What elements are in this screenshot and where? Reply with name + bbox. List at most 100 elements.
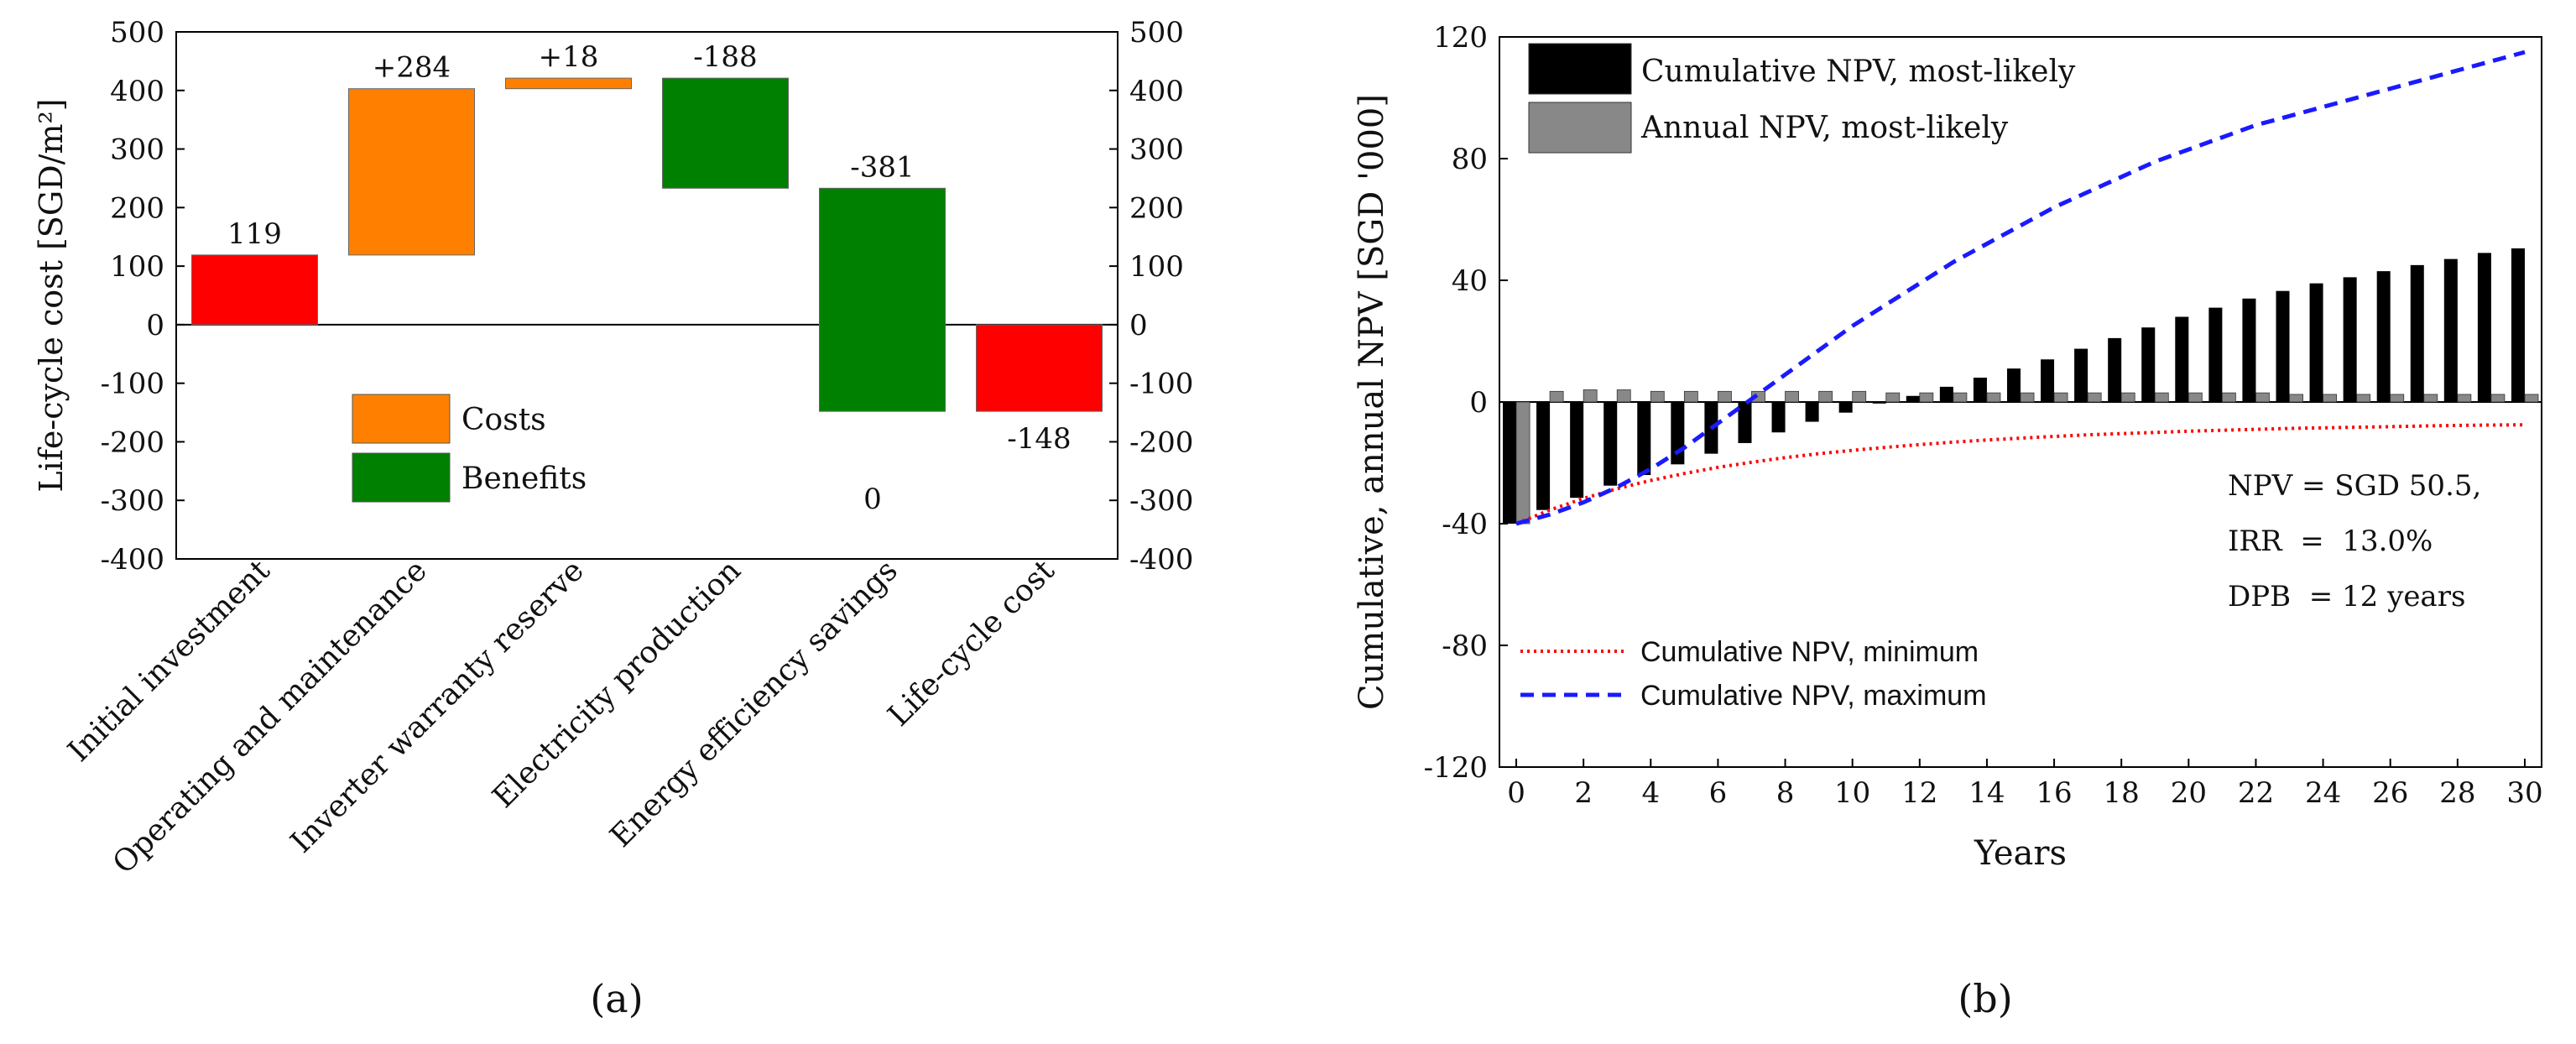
annual-npv-bar-year-27 [2423, 394, 2438, 403]
data-label-inverter-warranty-reserve: +18 [539, 40, 599, 74]
annual-npv-bar-year-21 [2221, 392, 2236, 403]
annual-npv-bar-year-10 [1852, 390, 1867, 403]
panel-a-data-labels: 119 +284 +18 -188 -381 -148 [227, 40, 1072, 456]
line-cumulative-npv-maximum [1515, 50, 2526, 526]
panel-a-left-tick-label: 0 [146, 309, 164, 342]
panel-b-x-tick-label: 2 [1574, 776, 1593, 810]
cumulative-npv-bar-year-10 [1838, 402, 1853, 413]
panel-b-lines [1515, 50, 2526, 526]
cumulative-npv-bar-year-27 [2410, 264, 2424, 402]
panel-a-plot-frame [175, 31, 1119, 560]
cumulative-npv-bar-year-22 [2242, 298, 2256, 402]
panel-b-annotation: NPV = SGD 50.5, IRR = 13.0% DPB = 12 yea… [2228, 469, 2481, 613]
panel-b-x-tick-label: 10 [1834, 776, 1870, 810]
panel-a-right-tick-label: -100 [1129, 368, 1193, 401]
panel-b-x-axis-title: Years [1974, 834, 2067, 873]
panel-b-y-tick-label: 120 [1433, 21, 1488, 55]
legend-swatch-annual-npv-most-likely [1528, 102, 1632, 154]
category-label-life-cycle-cost: Life-cycle cost [882, 553, 1062, 733]
annotation-dpb: DPB = 12 years [2228, 580, 2465, 613]
annual-npv-bar-year-2 [1583, 389, 1598, 403]
category-label-energy-efficiency-savings: Energy efficiency savings [603, 553, 904, 853]
annual-npv-bar-year-25 [2356, 394, 2371, 403]
waterfall-bar-life-cycle-cost [976, 324, 1103, 412]
data-label-initial-investment: 119 [227, 217, 282, 251]
annual-npv-bar-year-1 [1549, 390, 1564, 403]
annual-npv-bar-year-29 [2490, 394, 2506, 403]
legend-swatch-costs [352, 394, 451, 444]
cumulative-npv-bar-year-11 [1872, 402, 1886, 404]
panel-b-y-axis: -120 -80 -40 0 40 80 120 [1424, 21, 1508, 785]
panel-a-annotation-zero: 0 [863, 483, 882, 516]
panel-b-y-axis-title: Cumulative, annual NPV [SGD '000] [1353, 94, 1391, 710]
annual-npv-bar-year-22 [2255, 392, 2270, 403]
panel-a-right-tick-label: -300 [1129, 484, 1193, 518]
panel-a-right-tick-label: -200 [1129, 425, 1193, 459]
annual-npv-bar-year-18 [2120, 392, 2135, 403]
panel-b-x-tick-label: 24 [2305, 776, 2341, 810]
panel-a-left-y-axis: -400 -300 -200 -100 0 100 200 300 400 500 [101, 16, 185, 577]
cumulative-npv-bar-year-2 [1570, 402, 1584, 499]
cumulative-npv-bar-year-18 [2108, 337, 2122, 402]
panel-b-y-tick-label: -40 [1442, 508, 1488, 541]
panel-a-right-tick-label: 0 [1129, 309, 1148, 342]
annual-npv-bar-year-16 [2053, 392, 2068, 403]
annual-npv-bar-year-8 [1785, 390, 1799, 403]
annual-npv-bar-year-28 [2457, 394, 2472, 403]
cumulative-npv-bar-year-3 [1603, 402, 1618, 486]
cumulative-npv-bar-year-4 [1637, 402, 1651, 475]
annual-npv-bar-year-26 [2390, 394, 2405, 403]
data-label-life-cycle-cost: -148 [1007, 422, 1071, 456]
panel-b-x-tick-label: 8 [1776, 776, 1795, 810]
panel-a-right-tick-label: -400 [1129, 543, 1193, 577]
data-label-energy-efficiency-savings: -381 [850, 150, 914, 184]
annual-npv-bar-year-5 [1683, 390, 1698, 403]
cumulative-npv-bar-year-25 [2343, 277, 2357, 402]
panel-b-x-tick-label: 18 [2104, 776, 2140, 810]
annual-npv-bar-year-17 [2087, 392, 2102, 403]
legend-swatch-benefits [352, 452, 451, 503]
panel-a-right-tick-label: 500 [1129, 16, 1184, 50]
cumulative-npv-bar-year-30 [2511, 248, 2525, 402]
panel-a-left-tick-label: -200 [101, 425, 164, 459]
panel-b-y-tick-label: 0 [1469, 386, 1488, 420]
panel-a-left-tick-label: 200 [110, 191, 164, 225]
annual-npv-bar-year-3 [1616, 389, 1631, 403]
line-cumulative-npv-minimum [1515, 423, 2526, 525]
panel-b-y-tick-label: -120 [1424, 751, 1488, 785]
panel-b-x-tick-label: 30 [2506, 776, 2542, 810]
panel-a-right-tick-label: 400 [1129, 75, 1184, 108]
annual-npv-bar-year-30 [2524, 394, 2539, 403]
annual-npv-bar-year-23 [2289, 394, 2303, 403]
panel-a-label: (a) [590, 976, 643, 1021]
cumulative-npv-bar-year-7 [1738, 402, 1752, 443]
panel-b-line-legend: Cumulative NPV, minimum Cumulative NPV, … [1520, 636, 1987, 712]
cumulative-npv-bar-year-0 [1503, 402, 1517, 524]
annual-npv-bar-year-19 [2154, 392, 2169, 403]
panel-a-waterfall-chart: -400 -300 -200 -100 0 100 200 300 400 500 -400 -30… [33, 16, 1193, 1021]
panel-a-left-tick-label: 500 [110, 16, 164, 50]
panel-b-x-tick-label: 6 [1709, 776, 1728, 810]
annual-npv-bar-year-11 [1885, 392, 1901, 403]
panel-b-y-tick-label: -80 [1442, 629, 1488, 663]
cumulative-npv-bar-year-26 [2376, 271, 2391, 402]
cumulative-npv-bar-year-29 [2477, 253, 2491, 402]
annual-npv-bar-year-9 [1818, 390, 1833, 403]
panel-b-bars [1503, 248, 2539, 525]
waterfall-bar-inverter-warranty-reserve [505, 77, 632, 90]
annotation-irr: IRR = 13.0% [2228, 525, 2433, 558]
annotation-npv: NPV = SGD 50.5, [2228, 469, 2481, 503]
annual-npv-bar-year-13 [1953, 392, 1968, 403]
legend-label-annual-npv-most-likely: Annual NPV, most-likely [1640, 111, 2009, 145]
panel-b-x-tick-label: 16 [2036, 776, 2072, 810]
cumulative-npv-bar-year-5 [1671, 402, 1685, 465]
panel-a-legend: Costs Benefits [352, 394, 587, 503]
data-label-operating-and-maintenance: +284 [373, 51, 451, 85]
panel-a-right-tick-label: 300 [1129, 133, 1184, 167]
panel-a-left-tick-label: 300 [110, 133, 164, 167]
annual-npv-bar-year-15 [2020, 392, 2035, 403]
panel-b-x-tick-label: 12 [1901, 776, 1937, 810]
category-label-inverter-warranty-reserve: Inverter warranty reserve [284, 553, 591, 859]
cumulative-npv-bar-year-1 [1536, 402, 1551, 510]
